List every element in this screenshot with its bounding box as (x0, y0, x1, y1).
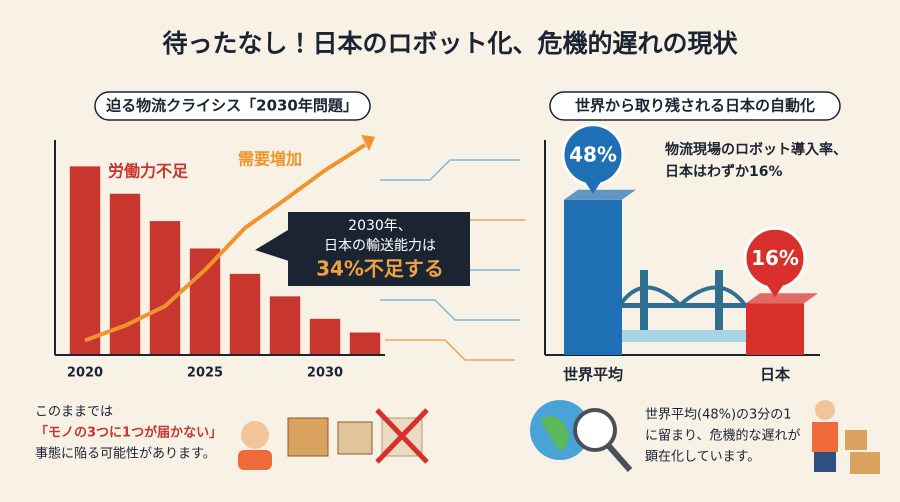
x-tick-label: 日本 (760, 366, 791, 384)
bar (149, 221, 181, 355)
callout-highlight: 34%不足する (316, 257, 444, 281)
series-label: 需要増加 (238, 150, 302, 169)
subtitle: 迫る物流クライシス「2030年問題」 (106, 97, 358, 115)
bar (349, 332, 381, 355)
note: 顕在化しています。 (645, 450, 760, 465)
note: 事態に陥る可能性があります。 (35, 447, 216, 462)
bar (269, 296, 301, 355)
subtitle: 世界から取り残される日本の自動化 (575, 97, 815, 115)
x-tick-label: 世界平均 (563, 366, 623, 384)
callout-box (288, 212, 470, 286)
value-label: 48% (569, 142, 617, 166)
bar (229, 273, 261, 355)
line (84, 143, 367, 343)
annotation: 物流現場のロボット導入率、 (665, 141, 847, 158)
bar (309, 318, 341, 355)
bridge (615, 270, 750, 342)
title: 待ったなし！日本のロボット化、危機的遅れの現状 (162, 29, 738, 58)
arrow-head (361, 134, 375, 151)
bar-top (564, 189, 636, 200)
note-highlight: 「モノの3つに1つが届かない」 (35, 425, 222, 441)
bar (189, 248, 221, 355)
bar-top (746, 293, 818, 304)
subtitle-pill (549, 91, 841, 121)
callout-pointer (255, 230, 292, 262)
annotation: 日本はわずか16% (665, 163, 783, 180)
bar (746, 303, 804, 355)
value-label: 16% (751, 246, 799, 270)
right-illustration (530, 400, 880, 474)
badge-pointer (767, 285, 783, 298)
note: 世界平均(48%)の3分の1 (645, 408, 792, 423)
x-tick-label: 2020 (67, 366, 103, 381)
note: このままでは (35, 405, 113, 420)
badge-pointer (585, 181, 601, 194)
callout-text: 2030年、 (348, 218, 412, 234)
bar (564, 199, 622, 355)
note: に留まり、危機的な遅れが (645, 428, 800, 444)
subtitle-pill (94, 91, 371, 121)
bar (69, 166, 101, 355)
series-label: 労働力不足 (108, 162, 189, 181)
x-tick-label: 2025 (187, 366, 223, 381)
x-tick-label: 2030 (307, 366, 343, 381)
callout-text: 日本の輸送能力は (324, 238, 436, 254)
left-illustration (238, 408, 429, 470)
